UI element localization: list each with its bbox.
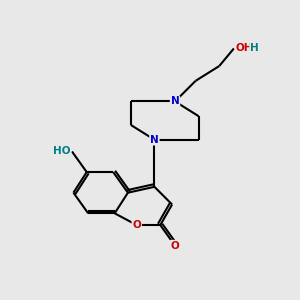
Text: N: N xyxy=(171,96,179,106)
Text: O: O xyxy=(132,220,141,230)
Text: HO: HO xyxy=(53,146,70,157)
Text: H: H xyxy=(250,44,259,53)
Text: OH: OH xyxy=(236,44,253,53)
Text: O: O xyxy=(171,241,179,251)
Text: N: N xyxy=(150,135,159,145)
